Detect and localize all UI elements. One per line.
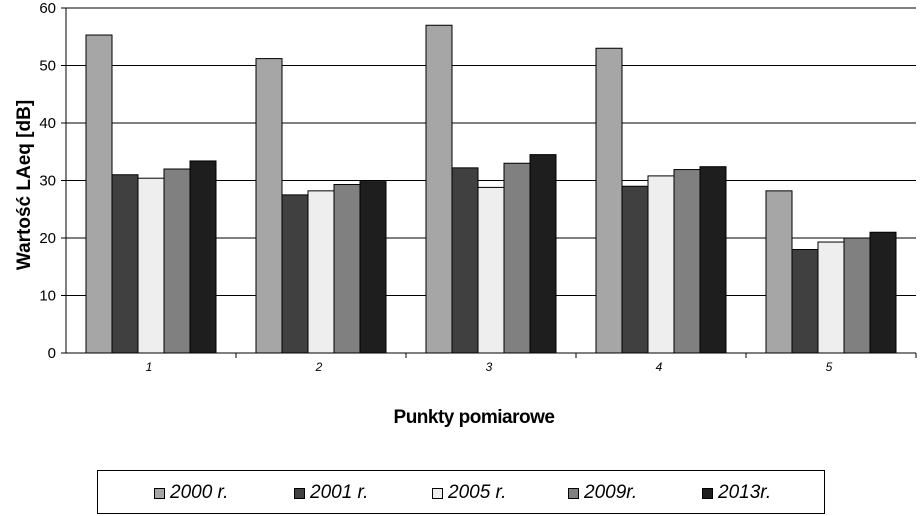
bar [673, 169, 701, 354]
bar [529, 154, 557, 354]
legend-item: 2000 r. [154, 482, 229, 503]
bar [333, 184, 361, 354]
bar [621, 185, 649, 354]
bar [869, 231, 897, 354]
x-tick-label: 1 [146, 360, 153, 374]
bar [595, 47, 623, 354]
x-axis-label: Punkty pomiarowe [394, 407, 555, 428]
bar [163, 168, 191, 354]
y-tick-label: 50 [39, 58, 56, 75]
bar [647, 175, 675, 354]
legend-item: 2001 r. [294, 482, 369, 503]
legend-swatch [432, 487, 443, 499]
legend-item: 2005 r. [432, 482, 507, 503]
x-tick-labels: 1 2 3 4 5 [146, 360, 833, 374]
legend: 2000 r. 2001 r. 2005 r. 2009r. 2013r. [97, 470, 825, 514]
y-tick-label: 30 [39, 173, 56, 190]
y-tick-labels: 0 10 20 30 40 50 60 [39, 0, 56, 362]
bar [791, 249, 819, 354]
x-tick-label: 2 [315, 360, 323, 374]
y-tick-label: 10 [39, 288, 56, 305]
bar [85, 34, 113, 354]
legend-swatch [702, 487, 713, 499]
bar [359, 181, 387, 354]
legend-swatch [294, 487, 305, 499]
legend-item: 2013r. [702, 482, 772, 503]
bar [477, 186, 505, 354]
y-tick-label: 40 [39, 115, 56, 132]
legend-label: 2009r. [584, 482, 638, 503]
bar [843, 237, 871, 354]
x-tick-label: 4 [656, 360, 663, 374]
axes [65, 8, 917, 358]
x-tick-label: 5 [826, 360, 833, 374]
y-tick-label: 0 [48, 345, 56, 362]
legend-label: 2000 r. [170, 482, 229, 503]
bar [765, 190, 793, 354]
legend-label: 2005 r. [448, 482, 507, 503]
y-tick-label: 20 [39, 230, 56, 247]
bar-chart: 0 10 20 30 40 50 60 1 2 3 4 5 Wartość LAeq [dB] Pu… [14, 0, 917, 428]
bar [189, 160, 217, 354]
legend-swatch [568, 487, 579, 499]
bar [137, 177, 165, 354]
y-tick-label: 60 [39, 0, 56, 17]
legend-label: 2001 r. [310, 482, 369, 503]
bar [281, 194, 309, 354]
legend-label: 2013r. [718, 482, 772, 503]
bar [699, 166, 727, 354]
legend-item: 2009r. [568, 482, 638, 503]
legend-swatch [154, 487, 165, 499]
bar [307, 190, 335, 354]
bar [503, 162, 531, 354]
bar [451, 167, 479, 354]
bar [817, 241, 845, 354]
y-axis-label: Wartość LAeq [dB] [14, 100, 35, 270]
bar [111, 174, 139, 354]
bar [425, 24, 453, 354]
bar [255, 58, 283, 354]
bars [85, 24, 897, 354]
x-tick-label: 3 [486, 360, 493, 374]
